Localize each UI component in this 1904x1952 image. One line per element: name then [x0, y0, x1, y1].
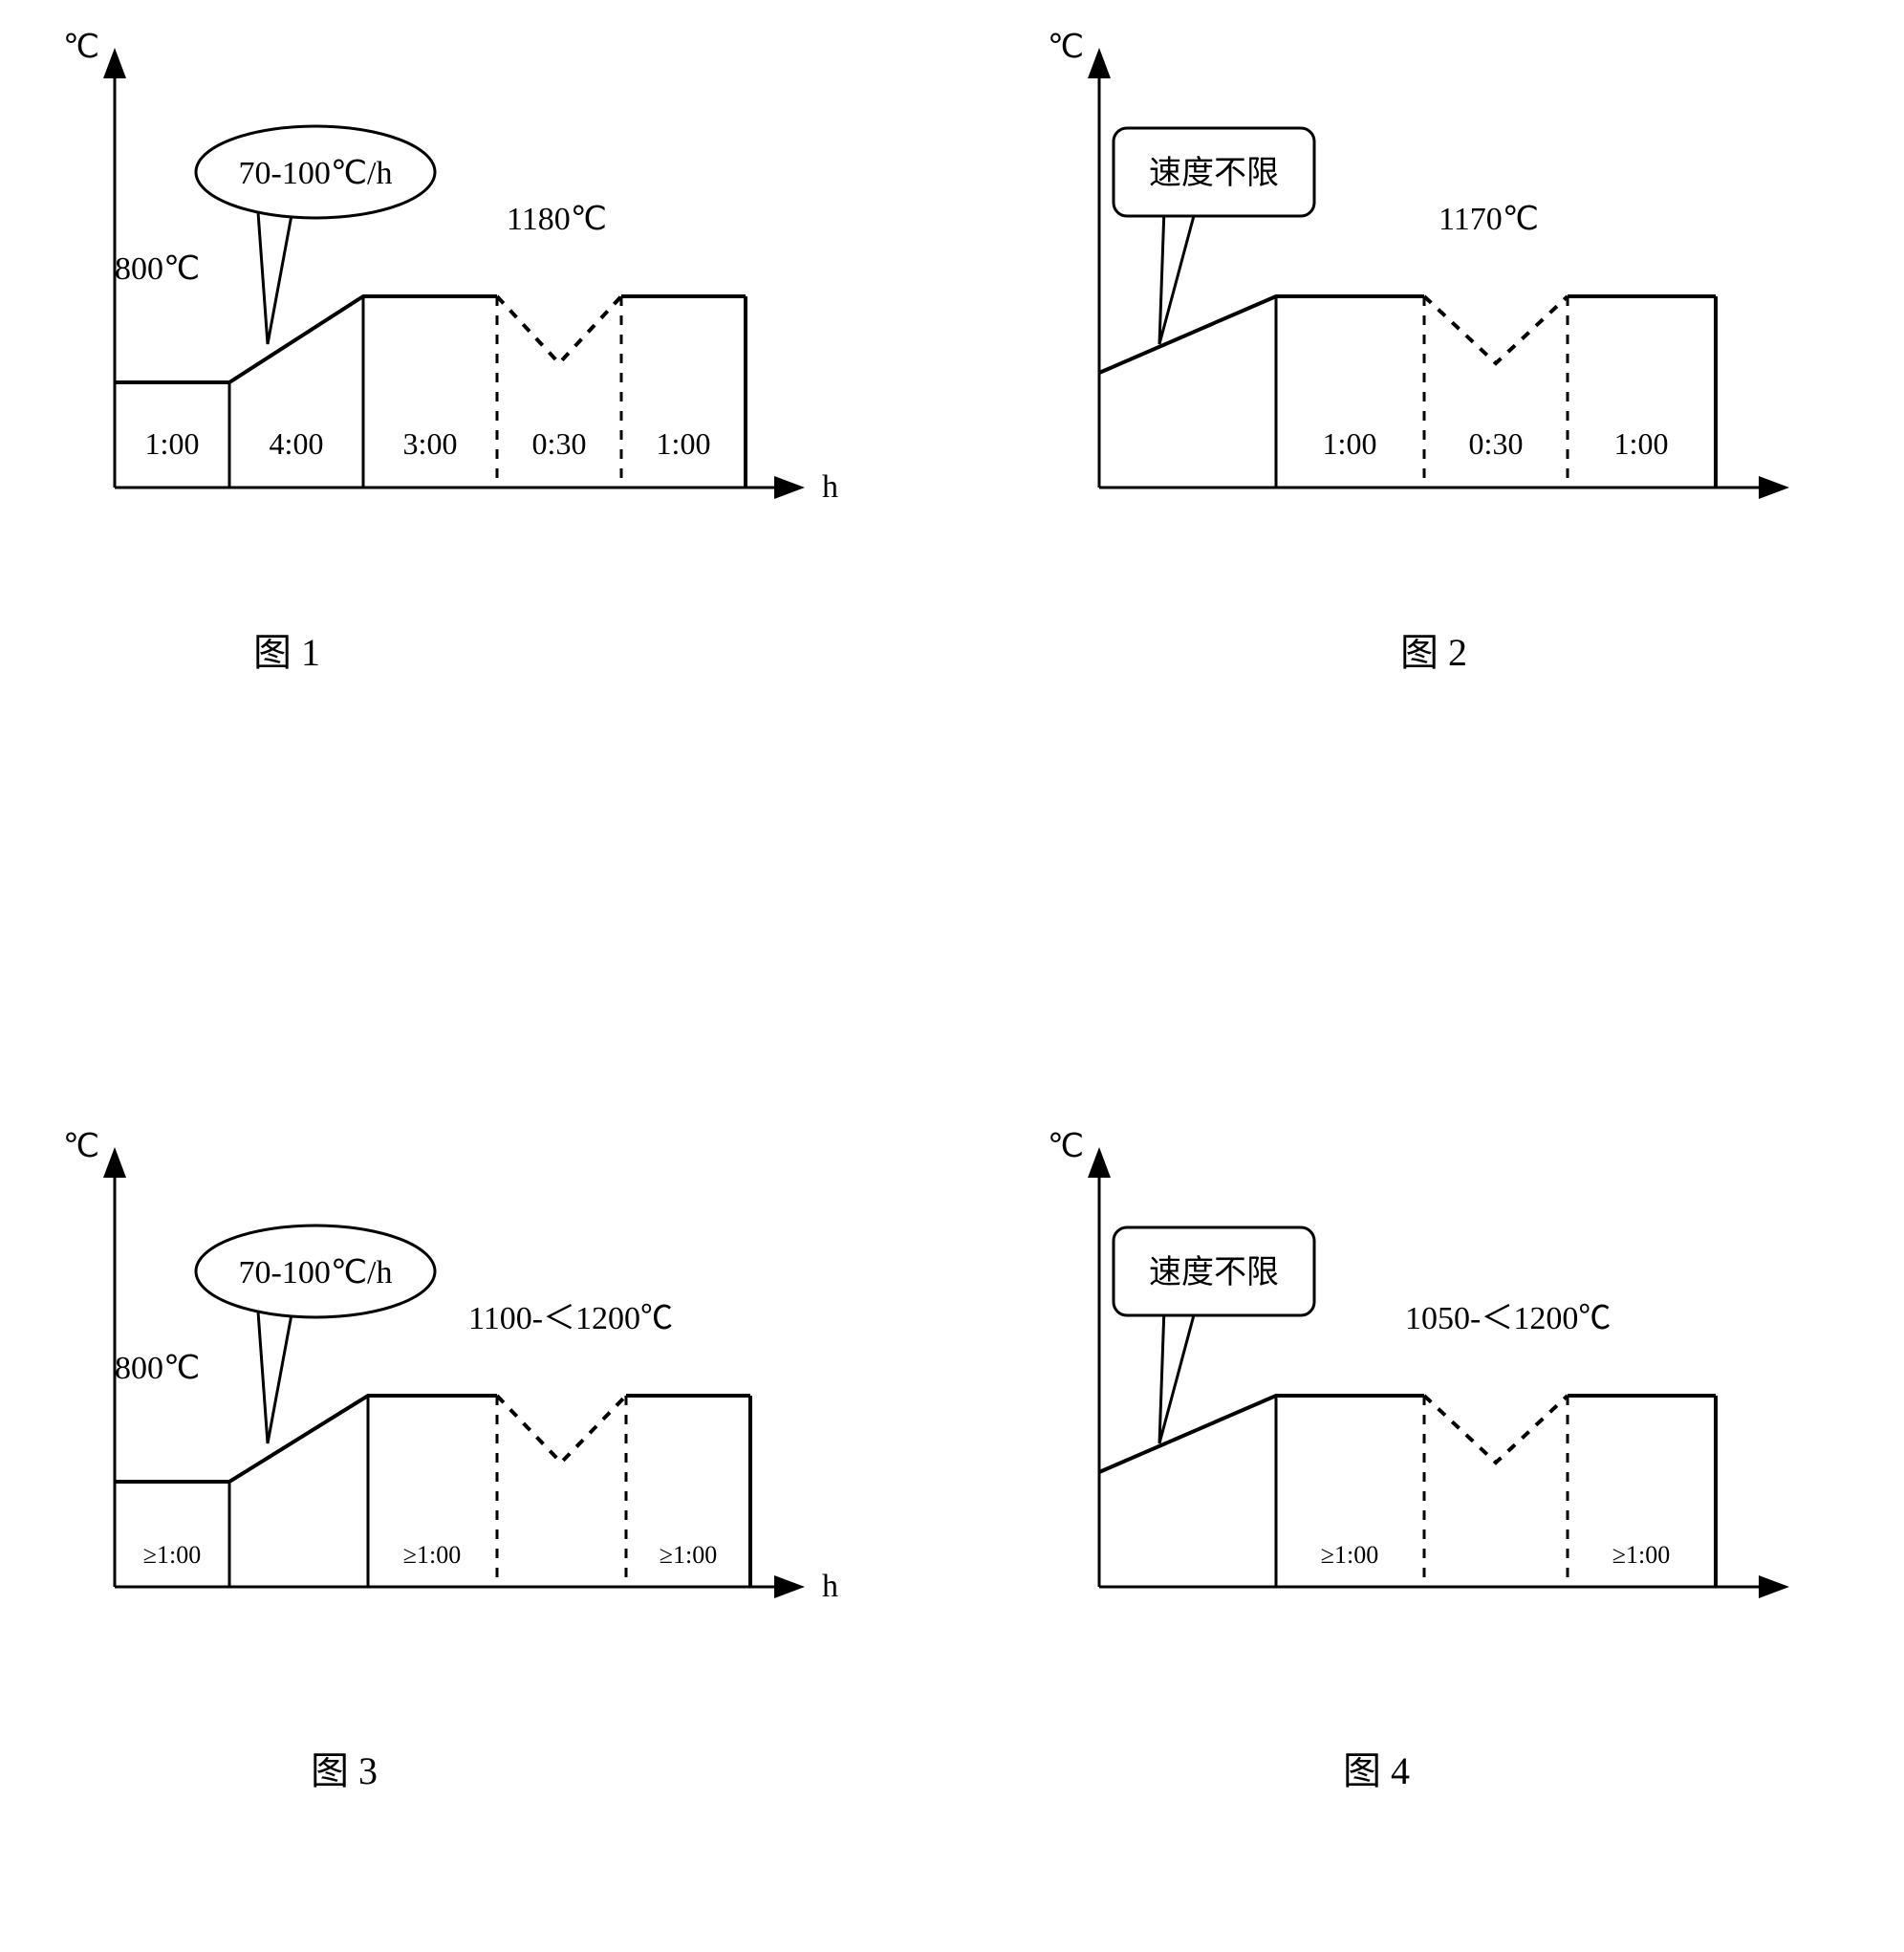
top-temp-label: 1050-＜1200℃	[1405, 1301, 1611, 1336]
top-temp-label: 1180℃	[507, 202, 607, 237]
x-axis-arrow	[1759, 1575, 1789, 1598]
chart-fig4: 速度不限 ℃ 1050-＜1200℃ ≥1:00 ≥1:00	[1013, 1109, 1854, 1663]
top-temp-label: 1100-＜1200℃	[468, 1301, 673, 1336]
time-5: ≥1:00	[660, 1541, 718, 1569]
figure-2: 速度不限 ℃ 1170℃ 1:00 0:30 1:00 图 2	[1013, 10, 1854, 677]
profile-dashed-dip	[1424, 1396, 1568, 1463]
profile-segment-1	[115, 296, 497, 382]
callout-label: 70-100℃/h	[239, 1255, 393, 1290]
figure-3: 70-100℃/h ℃ h 800℃ 1100-＜1200℃ ≥1:00 ≥1:…	[29, 1109, 870, 1795]
callout-tail	[258, 212, 292, 344]
callout-label: 速度不限	[1149, 155, 1279, 191]
caption-fig3: 图 3	[0, 1740, 870, 1795]
x-axis-arrow	[774, 476, 805, 499]
chart-fig3: 70-100℃/h ℃ h 800℃ 1100-＜1200℃ ≥1:00 ≥1:…	[29, 1109, 870, 1663]
x-axis-label: h	[822, 1569, 838, 1604]
y-axis-arrow	[1088, 48, 1111, 78]
callout-tail	[258, 1312, 292, 1443]
caption-fig1: 图 1	[0, 621, 870, 677]
y-axis-arrow	[103, 48, 126, 78]
callout-label: 70-100℃/h	[239, 156, 393, 191]
callout-tail	[1159, 1308, 1195, 1443]
y-axis-arrow	[1088, 1147, 1111, 1178]
profile-segment-1	[1099, 1396, 1424, 1472]
time-3: 3:00	[403, 426, 458, 461]
y-axis-label: ℃	[63, 1129, 99, 1164]
figure-1: 70-100℃/h ℃ h 800℃ 1180℃ 1:00 4:00 3:00 …	[29, 10, 870, 677]
y-axis-label: ℃	[1048, 1129, 1084, 1164]
profile-dashed-dip	[1424, 296, 1568, 363]
time-2: 0:30	[1469, 426, 1524, 461]
x-axis-arrow	[1759, 476, 1789, 499]
left-temp-label: 800℃	[115, 1351, 200, 1386]
left-temp-label: 800℃	[115, 251, 200, 287]
y-axis-label: ℃	[63, 30, 99, 65]
profile-segment-1	[115, 1396, 497, 1482]
time-4: 0:30	[532, 426, 587, 461]
chart-fig1: 70-100℃/h ℃ h 800℃ 1180℃ 1:00 4:00 3:00 …	[29, 10, 870, 564]
caption-fig2: 图 2	[1013, 621, 1854, 677]
x-axis-arrow	[774, 1575, 805, 1598]
time-1: ≥1:00	[1321, 1541, 1379, 1569]
profile-dashed-dip	[497, 296, 621, 363]
callout-label: 速度不限	[1149, 1254, 1279, 1290]
profile-dashed-dip	[497, 1396, 626, 1463]
figure-4: 速度不限 ℃ 1050-＜1200℃ ≥1:00 ≥1:00 图 4	[1013, 1109, 1854, 1795]
x-axis-label: h	[822, 469, 838, 505]
time-3: ≥1:00	[403, 1541, 462, 1569]
time-1: 1:00	[145, 426, 200, 461]
time-3: 1:00	[1614, 426, 1669, 461]
time-3: ≥1:00	[1612, 1541, 1671, 1569]
callout-tail	[1159, 208, 1195, 344]
caption-fig4: 图 4	[898, 1740, 1854, 1795]
profile-segment-1	[1099, 296, 1424, 373]
time-1: ≥1:00	[143, 1541, 202, 1569]
time-5: 1:00	[657, 426, 711, 461]
y-axis-label: ℃	[1048, 30, 1084, 65]
time-1: 1:00	[1323, 426, 1377, 461]
chart-fig2: 速度不限 ℃ 1170℃ 1:00 0:30 1:00	[1013, 10, 1854, 564]
top-temp-label: 1170℃	[1439, 202, 1539, 237]
y-axis-arrow	[103, 1147, 126, 1178]
time-2: 4:00	[270, 426, 324, 461]
